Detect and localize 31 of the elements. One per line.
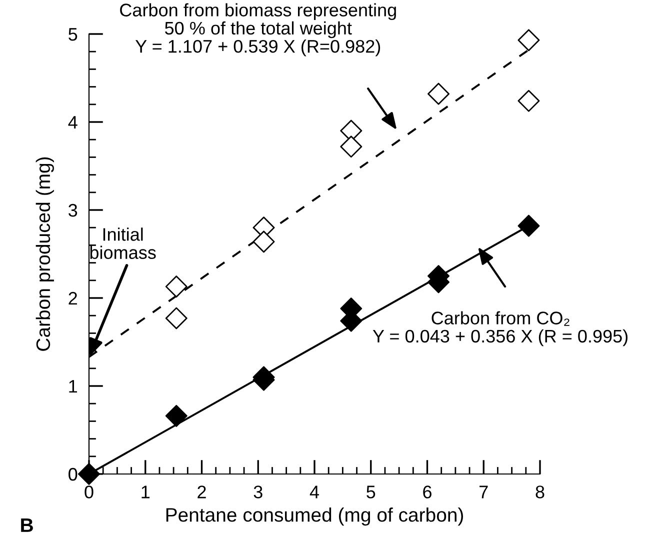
point: [428, 82, 450, 105]
y-tick-label: 4: [68, 116, 78, 129]
y-tick-label: 3: [68, 204, 78, 217]
y-tick-label: 1: [69, 380, 78, 393]
x-tick-label: 5: [366, 486, 376, 498]
point: [518, 29, 540, 52]
x-axis-title: Pentane consumed (mg of carbon): [166, 508, 463, 526]
point: [165, 307, 188, 330]
x-tick-label: 0: [84, 486, 94, 498]
point: [78, 463, 100, 485]
y-axis-title: Carbon produced (mg): [36, 157, 54, 351]
annotation: Carbon from CO₂ Y = 0.043 + 0.356 X (R = 0.995): [372, 311, 628, 346]
x-tick-label: 4: [310, 486, 319, 498]
point: [165, 276, 188, 298]
point: [340, 136, 362, 158]
text: B: [21, 518, 33, 532]
point: [518, 214, 540, 237]
annotation: Initial biomass: [90, 228, 156, 259]
point: [518, 90, 540, 112]
x-tick-label: 6: [423, 486, 432, 498]
x-tick-label: 1: [142, 486, 150, 498]
y-tick-label: 5: [68, 28, 78, 41]
annotation: Carbon from biomass representing 50 % of the total weight Y = 1.107 + 0.539 X (R=0.982): [120, 3, 396, 56]
x-tick-label: 8: [536, 486, 544, 498]
x-tick-label: 3: [254, 486, 262, 498]
y-tick-label: 2: [68, 292, 77, 305]
point: [165, 404, 188, 427]
x-tick-label: 7: [480, 486, 488, 498]
x-tick-label: 2: [198, 486, 206, 498]
point: [252, 230, 275, 253]
y-tick-label: 0: [68, 468, 78, 481]
